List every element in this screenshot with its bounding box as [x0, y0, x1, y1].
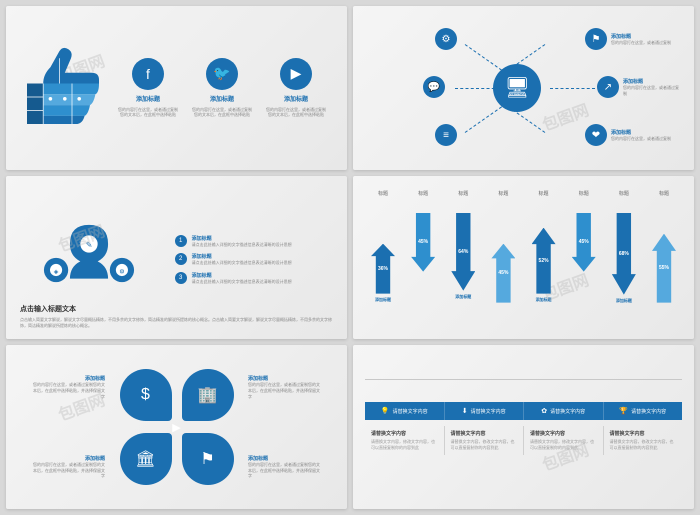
list-item: 2 添加标题请点击此处输入详细的文字描述信息表达清晰的设计思想: [175, 253, 335, 266]
slide-arrow-chart: 包图网 标题标题 标题标题 标题标题 标题标题 36%添加标题45%64%添加标…: [353, 176, 694, 340]
item-desc: 您的内容打在这里，或者通过复制您的文本后，在此框中选择粘贴: [192, 107, 252, 118]
content-col: 请替换文字内容请替换文字内容，修改文字内容，也可以直接复制你的内容到此: [445, 426, 525, 455]
arrow-col: 45%: [570, 213, 598, 272]
petal-text: 添加标题您的内容打在这里，或者通过复制您的文本后，在此框中选择粘贴，并选择保留文…: [30, 375, 105, 399]
petal-text: 添加标题您的内容打在这里，或者通过复制您的文本后，在此框中选择粘贴，并选择保留文…: [248, 455, 323, 479]
arrow-bar: 45%: [411, 213, 435, 272]
arrow-col: 45%: [409, 213, 437, 272]
arrow-col: 55%: [650, 234, 678, 303]
facebook-icon: f: [132, 58, 164, 90]
social-item: 🐦 添加标题 您的内容打在这里，或者通过复制您的文本后，在此框中选择粘贴: [192, 58, 252, 118]
item-desc: 您的内容打在这里，或者通过复制您的文本后，在此框中选择粘贴: [118, 107, 178, 118]
hub-node: ≡: [435, 124, 457, 146]
number-badge: 3: [175, 272, 187, 284]
slide-blob-list: 包图网 ✎ ◈ ⚙ 1 添加标题请点击此处输入详细的文字描述信息表达清晰的设计思…: [6, 176, 347, 340]
item-title: 添加标题: [136, 94, 160, 103]
svg-text:✎: ✎: [86, 241, 93, 250]
arrow-col: 68%添加标题: [610, 213, 638, 304]
hub-node: ❤ 添加标题您的内容打在这里，或者通过复制: [585, 124, 671, 146]
arrow-col: 52%添加标题: [530, 228, 558, 303]
slide-petals: 包图网 添加标题您的内容打在这里，或者通过复制您的文本后，在此框中选择粘贴，并选…: [6, 345, 347, 509]
flower-icon: ✿: [541, 407, 547, 415]
item-title: 添加标题: [284, 94, 308, 103]
gear-icon: ⚙: [435, 28, 457, 50]
social-item: f 添加标题 您的内容打在这里，或者通过复制您的文本后，在此框中选择粘贴: [118, 58, 178, 118]
hub-node: ⚑ 添加标题您的内容打在这里，或者通过复制: [585, 28, 671, 50]
hub-node: 💬: [423, 76, 445, 98]
slide-thumbs-up: 包图网 f 添加标题 您的内容打在这里，或者通过复制您的文本后，在此框中选择粘贴: [6, 6, 347, 170]
item-title: 添加标题: [210, 94, 234, 103]
arrow-col: 45%: [489, 244, 517, 303]
chart-headers: 标题标题 标题标题 标题标题 标题标题: [365, 190, 682, 197]
arrow-col: 36%添加标题: [369, 244, 397, 303]
list-icon: ≡: [435, 124, 457, 146]
flag-icon: ⚑: [585, 28, 607, 50]
twitter-icon: 🐦: [206, 58, 238, 90]
monitor-icon: 🖥: [493, 64, 541, 112]
play-icon: ▶: [163, 413, 191, 441]
share-icon: ↗: [597, 76, 619, 98]
tab[interactable]: ⬇请替换文字内容: [445, 402, 525, 420]
download-icon: ⬇: [462, 407, 468, 415]
bank-icon: 🏛: [120, 433, 172, 485]
social-item: ▶ 添加标题 您的内容打在这里，或者通过复制您的文本后，在此框中选择粘贴: [266, 58, 326, 118]
arrow-bar: 68%: [612, 213, 636, 295]
arrow-bar: 55%: [652, 234, 676, 303]
slide-hub-diagram: 包图网 🖥 ⚙ ⚑ 添加标题您的内容打在这里，或者通过复制 💬 ↗ 添加标题您的…: [353, 6, 694, 170]
tab[interactable]: 💡请替换文字内容: [365, 402, 445, 420]
petal-cluster: $ 🏢 🏛 ⚑ ▶: [112, 367, 242, 487]
arrow-col: 64%添加标题: [449, 213, 477, 300]
youtube-icon: ▶: [280, 58, 312, 90]
dollar-icon: $: [120, 369, 172, 421]
chat-icon: 💬: [423, 76, 445, 98]
item-desc: 您的内容打在这里，或者通过复制您的文本后，在此框中选择粘贴: [266, 107, 326, 118]
trophy-icon: 🏆: [619, 407, 628, 415]
number-badge: 2: [175, 253, 187, 265]
thumbs-up-icon: [18, 43, 108, 133]
svg-text:⚙: ⚙: [120, 269, 125, 276]
list-item: 1 添加标题请点击此处输入详细的文字描述信息表达清晰的设计思想: [175, 235, 335, 248]
content-col: 请替换文字内容请替换文字内容，修改文字内容，也可以直接复制你的内容到此: [524, 426, 604, 455]
content-col: 请替换文字内容请替换文字内容，修改文字内容，也可以直接复制你的内容到此: [604, 426, 683, 455]
flag-icon: ⚑: [182, 433, 234, 485]
bottom-text: 点击输入标题文本 点击输入简要文字解说，解说文字尽量概括精炼，不用多余的文字修饰…: [20, 304, 333, 329]
arrow-bar: 45%: [572, 213, 596, 272]
arrow-bar: 64%: [451, 213, 475, 291]
hub-node: ⚙: [435, 28, 457, 50]
social-icons-row: f 添加标题 您的内容打在这里，或者通过复制您的文本后，在此框中选择粘贴 🐦 添…: [118, 58, 335, 118]
heart-icon: ❤: [585, 124, 607, 146]
arrow-bar: 45%: [491, 244, 515, 303]
bulb-icon: 💡: [381, 407, 390, 415]
hub-node: ↗ 添加标题您的内容打在这里，或者通过复制: [597, 76, 682, 98]
petal-text: 添加标题您的内容打在这里，或者通过复制您的文本后，在此框中选择粘贴，并选择保留文…: [248, 375, 323, 399]
list-item: 3 添加标题请点击此处输入详细的文字描述信息表达清晰的设计思想: [175, 272, 335, 285]
content-col: 请替换文字内容请替换文字内容，修改文字内容，也可以直接复制你的内容到此: [365, 426, 445, 455]
arrow-chart: 36%添加标题 45% 64%添加标题 45% 52%添加标题 45% 68%添加标题 55%: [365, 213, 682, 303]
tab-bar: 💡请替换文字内容 ⬇请替换文字内容 ✿请替换文字内容 🏆请替换文字内容: [365, 402, 682, 420]
tab[interactable]: 🏆请替换文字内容: [604, 402, 683, 420]
tab[interactable]: ✿请替换文字内容: [524, 402, 604, 420]
svg-text:◈: ◈: [54, 270, 59, 276]
petal-text: 添加标题您的内容打在这里，或者通过复制您的文本后，在此框中选择粘贴，并选择保留文…: [30, 455, 105, 479]
slide-tabs-table: 包图网 💡请替换文字内容 ⬇请替换文字内容 ✿请替换文字内容 🏆请替换文字内容 …: [353, 345, 694, 509]
content-columns: 请替换文字内容请替换文字内容，修改文字内容，也可以直接复制你的内容到此 请替换文…: [365, 426, 682, 455]
number-badge: 1: [175, 235, 187, 247]
arrow-bar: 52%: [532, 228, 556, 294]
arrow-bar: 36%: [371, 244, 395, 294]
building-icon: 🏢: [182, 369, 234, 421]
